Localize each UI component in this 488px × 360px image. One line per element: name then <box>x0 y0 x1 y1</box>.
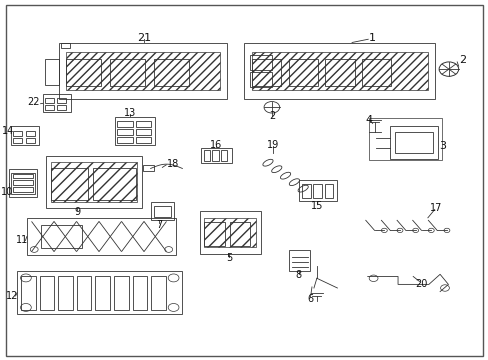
Bar <box>150 202 174 220</box>
Bar <box>203 150 210 161</box>
Bar <box>361 59 390 86</box>
Bar <box>199 211 260 254</box>
Bar <box>110 59 145 86</box>
Text: 4: 4 <box>365 114 372 125</box>
Bar <box>27 218 176 255</box>
Text: 21: 21 <box>137 33 151 43</box>
Bar <box>43 94 71 112</box>
Bar <box>51 168 88 200</box>
Bar <box>115 117 155 145</box>
Bar <box>59 43 227 99</box>
Text: 8: 8 <box>295 270 301 280</box>
Bar <box>117 129 132 135</box>
Bar <box>220 150 226 161</box>
Bar <box>45 105 54 110</box>
Bar <box>46 156 142 208</box>
Bar <box>324 184 332 198</box>
Bar <box>21 276 36 310</box>
Bar <box>244 43 434 99</box>
Bar <box>204 218 255 247</box>
Text: 18: 18 <box>167 159 179 169</box>
Bar <box>17 271 182 314</box>
Bar <box>368 118 441 160</box>
Bar <box>250 55 272 70</box>
Text: 20: 20 <box>414 279 427 289</box>
Bar <box>251 59 281 86</box>
Text: 15: 15 <box>310 201 323 211</box>
Bar <box>26 138 35 143</box>
Bar <box>204 222 224 246</box>
Text: 14: 14 <box>2 126 15 136</box>
Bar <box>77 276 91 310</box>
Bar <box>61 43 70 48</box>
Bar <box>66 59 101 86</box>
Bar <box>13 187 33 192</box>
Text: 6: 6 <box>307 294 313 304</box>
Bar <box>229 222 250 246</box>
Bar <box>66 52 220 90</box>
Bar <box>9 169 37 197</box>
Text: 11: 11 <box>16 235 28 246</box>
Text: 2: 2 <box>268 111 274 121</box>
Bar <box>51 162 137 202</box>
Bar <box>26 131 35 136</box>
Bar <box>95 276 110 310</box>
Bar <box>212 150 218 161</box>
Bar <box>154 59 189 86</box>
Text: 3: 3 <box>438 141 445 151</box>
Text: 17: 17 <box>429 203 442 213</box>
Bar <box>13 131 22 136</box>
Bar <box>136 129 151 135</box>
Bar <box>11 126 39 145</box>
Bar <box>389 126 437 159</box>
Bar <box>250 72 272 87</box>
Text: 10: 10 <box>1 186 13 197</box>
Bar <box>45 98 54 103</box>
Bar <box>114 276 128 310</box>
Text: 13: 13 <box>123 108 136 118</box>
Bar <box>201 148 231 163</box>
Bar <box>151 276 165 310</box>
Bar <box>153 206 171 217</box>
Bar <box>299 180 337 201</box>
Bar <box>136 137 151 143</box>
Text: 12: 12 <box>6 291 18 301</box>
Bar <box>313 184 321 198</box>
Bar <box>117 137 132 143</box>
Bar <box>13 174 33 178</box>
Bar <box>11 173 35 194</box>
Bar <box>58 276 73 310</box>
Bar <box>136 121 151 127</box>
Bar <box>394 132 432 153</box>
Bar <box>93 168 136 200</box>
Text: 22: 22 <box>27 97 40 107</box>
Text: 19: 19 <box>266 140 279 150</box>
Text: 16: 16 <box>209 140 222 150</box>
Bar <box>302 184 310 198</box>
Text: 9: 9 <box>74 207 80 217</box>
Text: 5: 5 <box>225 253 231 264</box>
Text: 7: 7 <box>156 220 162 230</box>
Bar <box>251 52 427 90</box>
Bar <box>132 276 147 310</box>
Bar <box>142 165 153 171</box>
Text: 2: 2 <box>458 55 465 66</box>
Text: 1: 1 <box>368 33 375 43</box>
Bar <box>13 180 33 185</box>
Bar <box>45 59 59 85</box>
Bar <box>288 59 317 86</box>
Bar <box>13 138 22 143</box>
Bar <box>40 276 54 310</box>
Bar <box>57 98 66 103</box>
Bar <box>289 250 309 271</box>
Bar <box>41 225 82 248</box>
Bar <box>325 59 354 86</box>
Bar <box>117 121 132 127</box>
Bar <box>57 105 66 110</box>
